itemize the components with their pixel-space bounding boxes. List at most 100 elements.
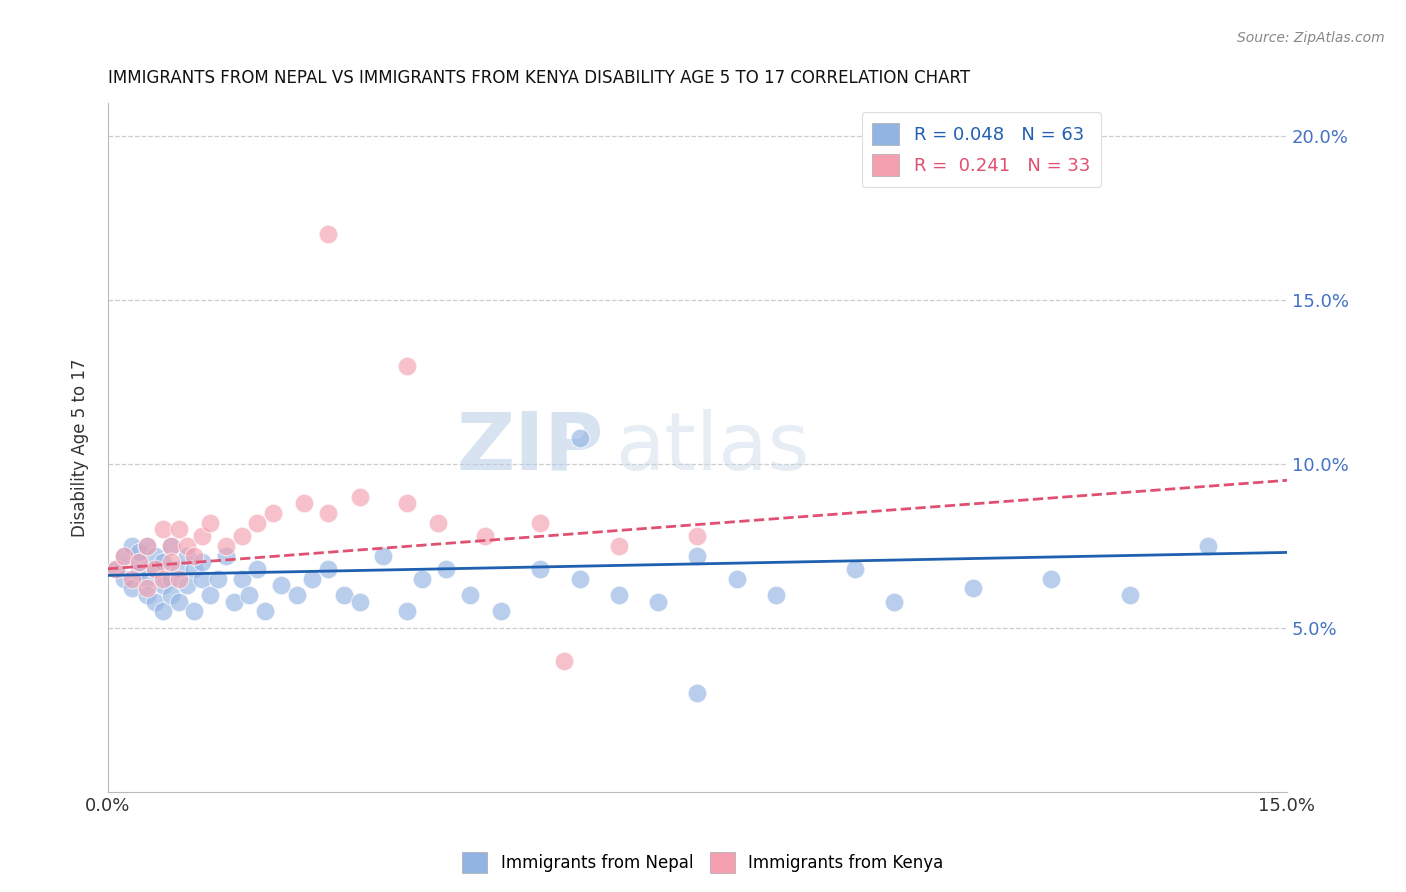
Point: [316, 562, 339, 576]
Point: [160, 555, 183, 569]
Point: [222, 594, 245, 608]
Text: atlas: atlas: [614, 409, 810, 486]
Point: [333, 588, 356, 602]
Point: [883, 594, 905, 608]
Point: [553, 654, 575, 668]
Point: [167, 594, 190, 608]
Point: [128, 555, 150, 569]
Point: [285, 588, 308, 602]
Point: [183, 549, 205, 563]
Point: [434, 562, 457, 576]
Point: [458, 588, 481, 602]
Point: [231, 529, 253, 543]
Point: [160, 539, 183, 553]
Point: [152, 523, 174, 537]
Point: [121, 539, 143, 553]
Point: [176, 549, 198, 563]
Point: [270, 578, 292, 592]
Point: [207, 572, 229, 586]
Point: [143, 562, 166, 576]
Point: [112, 549, 135, 563]
Point: [104, 562, 127, 576]
Point: [160, 572, 183, 586]
Point: [411, 572, 433, 586]
Point: [215, 539, 238, 553]
Point: [474, 529, 496, 543]
Point: [167, 523, 190, 537]
Point: [191, 572, 214, 586]
Point: [395, 359, 418, 373]
Point: [191, 555, 214, 569]
Point: [104, 562, 127, 576]
Point: [215, 549, 238, 563]
Point: [183, 604, 205, 618]
Point: [238, 588, 260, 602]
Point: [607, 539, 630, 553]
Point: [316, 227, 339, 242]
Text: ZIP: ZIP: [456, 409, 603, 486]
Point: [143, 594, 166, 608]
Point: [143, 549, 166, 563]
Point: [176, 539, 198, 553]
Point: [167, 572, 190, 586]
Point: [143, 562, 166, 576]
Point: [262, 506, 284, 520]
Point: [198, 588, 221, 602]
Point: [167, 562, 190, 576]
Point: [112, 549, 135, 563]
Point: [191, 529, 214, 543]
Point: [152, 578, 174, 592]
Point: [765, 588, 787, 602]
Point: [152, 604, 174, 618]
Point: [962, 582, 984, 596]
Point: [112, 572, 135, 586]
Point: [246, 516, 269, 530]
Point: [647, 594, 669, 608]
Point: [607, 588, 630, 602]
Point: [301, 572, 323, 586]
Point: [686, 529, 709, 543]
Point: [1119, 588, 1142, 602]
Point: [427, 516, 450, 530]
Point: [160, 539, 183, 553]
Point: [686, 686, 709, 700]
Point: [128, 545, 150, 559]
Point: [316, 506, 339, 520]
Point: [152, 572, 174, 586]
Point: [128, 555, 150, 569]
Point: [176, 578, 198, 592]
Point: [725, 572, 748, 586]
Point: [844, 562, 866, 576]
Point: [529, 516, 551, 530]
Point: [568, 572, 591, 586]
Text: Source: ZipAtlas.com: Source: ZipAtlas.com: [1237, 31, 1385, 45]
Text: IMMIGRANTS FROM NEPAL VS IMMIGRANTS FROM KENYA DISABILITY AGE 5 TO 17 CORRELATIO: IMMIGRANTS FROM NEPAL VS IMMIGRANTS FROM…: [108, 69, 970, 87]
Y-axis label: Disability Age 5 to 17: Disability Age 5 to 17: [72, 359, 89, 537]
Point: [231, 572, 253, 586]
Point: [136, 539, 159, 553]
Point: [128, 565, 150, 579]
Point: [294, 496, 316, 510]
Point: [349, 490, 371, 504]
Point: [686, 549, 709, 563]
Point: [254, 604, 277, 618]
Point: [349, 594, 371, 608]
Point: [395, 604, 418, 618]
Point: [1040, 572, 1063, 586]
Legend: R = 0.048   N = 63, R =  0.241   N = 33: R = 0.048 N = 63, R = 0.241 N = 33: [862, 112, 1101, 187]
Point: [529, 562, 551, 576]
Point: [160, 588, 183, 602]
Point: [136, 572, 159, 586]
Point: [183, 562, 205, 576]
Point: [198, 516, 221, 530]
Point: [121, 572, 143, 586]
Point: [136, 582, 159, 596]
Point: [152, 555, 174, 569]
Point: [246, 562, 269, 576]
Point: [568, 431, 591, 445]
Point: [371, 549, 394, 563]
Point: [121, 582, 143, 596]
Point: [489, 604, 512, 618]
Legend: Immigrants from Nepal, Immigrants from Kenya: Immigrants from Nepal, Immigrants from K…: [456, 846, 950, 880]
Point: [395, 496, 418, 510]
